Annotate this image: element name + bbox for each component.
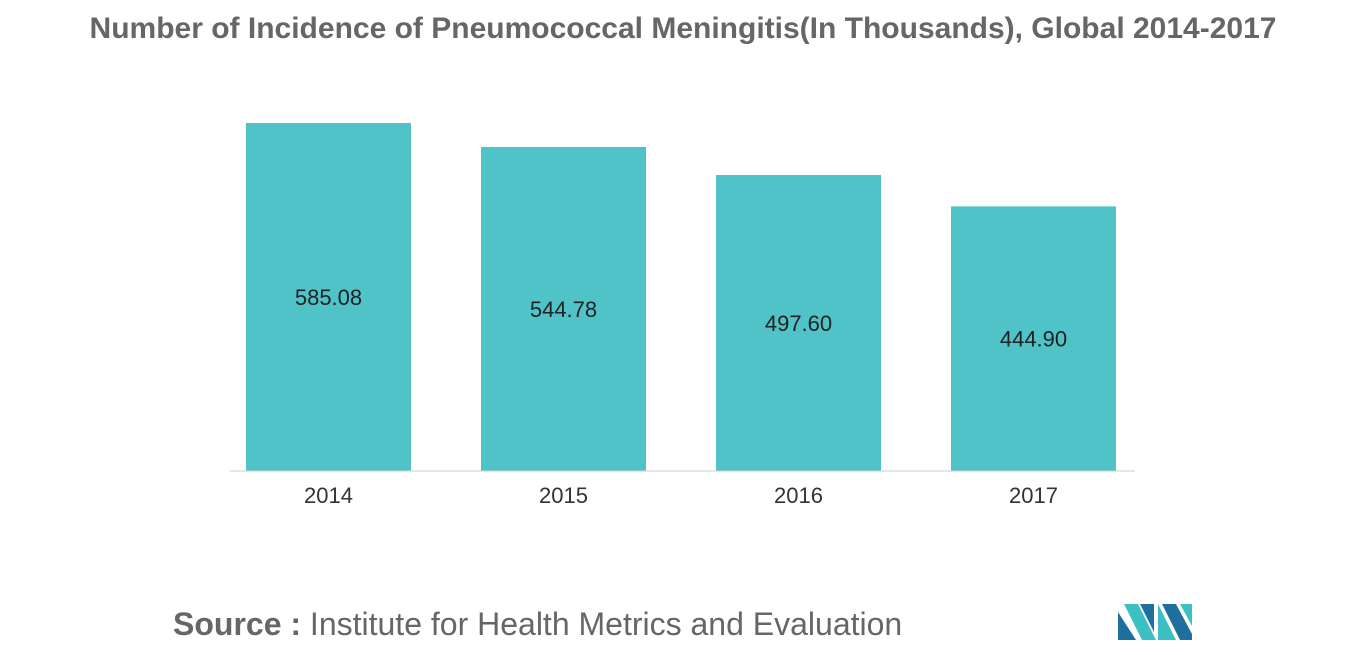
bars-layer xyxy=(246,123,1116,471)
data-label-2014: 585.08 xyxy=(295,285,362,310)
source-note: Source : Institute for Health Metrics an… xyxy=(173,606,902,643)
source-label: Source : xyxy=(173,606,302,642)
x-tick-label-2014: 2014 xyxy=(304,483,353,508)
data-label-2016: 497.60 xyxy=(765,311,832,336)
bar-2017 xyxy=(951,206,1116,471)
data-label-2017: 444.90 xyxy=(1000,327,1067,352)
x-tick-label-2015: 2015 xyxy=(539,483,588,508)
chart-title: Number of Incidence of Pneumococcal Meni… xyxy=(89,12,1277,45)
x-tick-label-2017: 2017 xyxy=(1009,483,1058,508)
x-tick-label-2016: 2016 xyxy=(774,483,823,508)
source-text: Institute for Health Metrics and Evaluat… xyxy=(309,606,903,642)
data-label-2015: 544.78 xyxy=(530,297,597,322)
labels-layer: 585.08 2014 544.78 2015 497.60 2016 444.90 2017 xyxy=(295,285,1067,508)
bar-2015 xyxy=(481,146,646,471)
bar-2014 xyxy=(246,123,411,471)
mordor-logo-icon xyxy=(1118,604,1192,640)
bar-2016 xyxy=(716,175,881,471)
